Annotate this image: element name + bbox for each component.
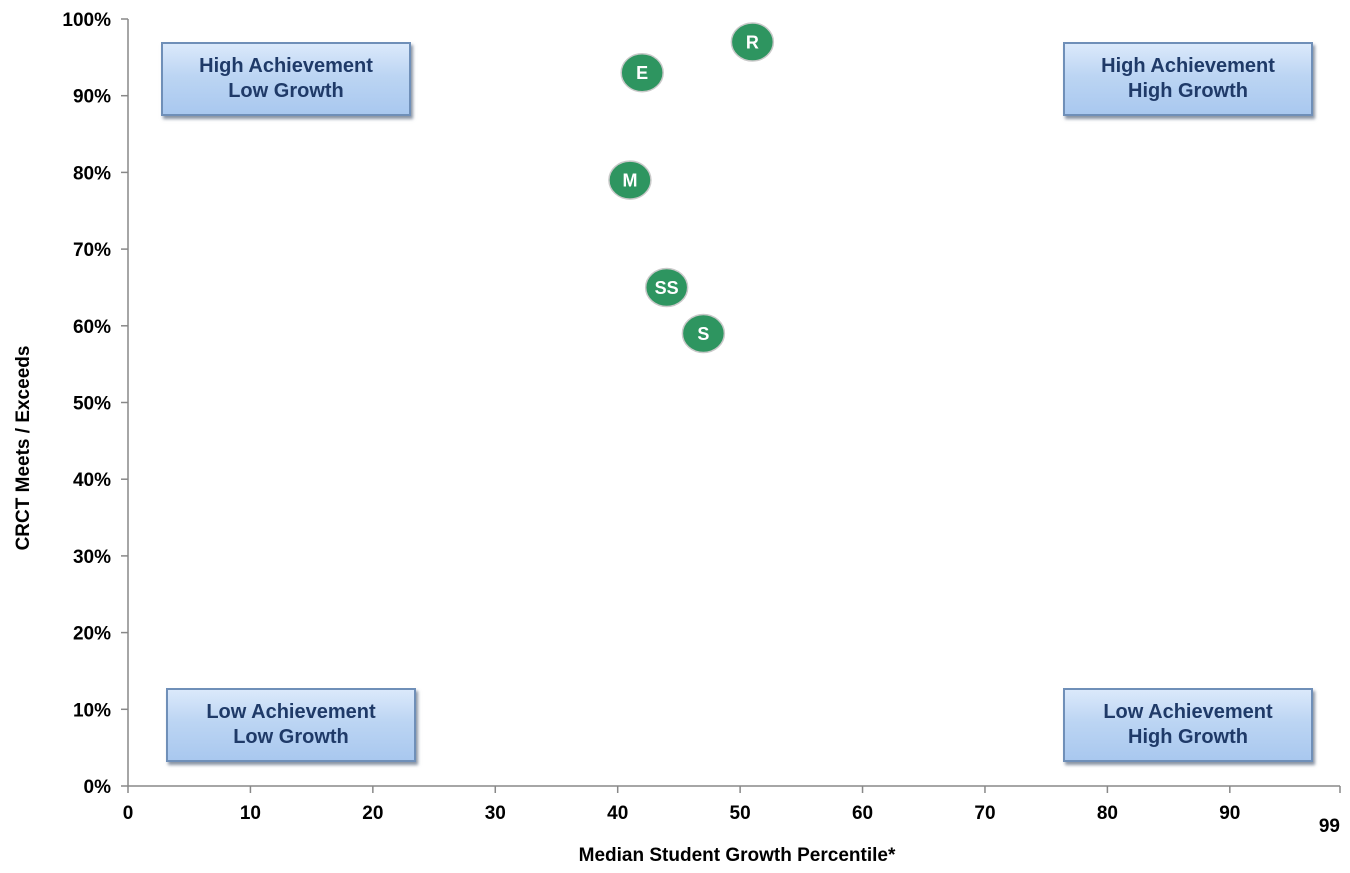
x-tick-label: 90 [1219,803,1240,824]
quadrant-label-line-1: Low Achievement [206,701,376,723]
quadrant-label-line-2: Low Growth [233,726,349,748]
x-tick-label: 50 [730,803,751,824]
quadrant-label-line-1: High Achievement [199,55,373,77]
point-label: S [697,324,709,344]
x-tick-label: 10 [240,803,261,824]
data-point-ss: SS [644,267,689,308]
point-marker [730,22,775,62]
point-marker [620,52,664,93]
x-tick-label: 80 [1097,803,1118,824]
y-tick-label: 60% [73,317,111,338]
y-tick-label: 100% [62,10,111,31]
x-axis-title: Median Student Growth Percentile* [579,845,896,866]
data-point-e: E [620,52,664,93]
x-tick-label: 20 [362,803,383,824]
axes: 0% 10% 20% 30% 40% 50% 60% 70% 80% 90% 100% 0 10 20 30… [62,10,1341,837]
quadrant-label-line-1: High Achievement [1101,55,1275,77]
point-label: R [746,33,759,53]
x-tick-label: 30 [485,803,506,824]
x-tick-label: 70 [974,803,995,824]
y-tick-label: 50% [73,394,111,415]
y-tick-label: 0% [84,777,112,798]
point-marker [608,160,652,200]
quadrant-label-low-achievement-low-growth: Low Achievement Low Growth [166,688,416,762]
y-tick-label: 20% [73,624,111,645]
y-tick-label: 80% [73,163,111,184]
quadrant-label-high-achievement-low-growth: High Achievement Low Growth [161,42,411,116]
x-tick-label: 99 [1319,816,1340,837]
point-marker [644,267,689,308]
point-marker [681,313,726,354]
data-point-s: S [681,313,726,354]
quadrant-label-line-2: High Growth [1128,726,1248,748]
y-tick-label: 10% [73,700,111,721]
y-axis-title: CRCT Meets / Exceeds [13,346,34,551]
data-point-m: M [608,160,652,200]
point-label: E [636,63,648,83]
x-tick-label: 40 [607,803,628,824]
x-tick-label: 0 [123,803,134,824]
y-tick-label: 90% [73,87,111,108]
y-tick-label: 30% [73,547,111,568]
quadrant-label-line-2: Low Growth [228,80,344,102]
y-tick-label: 70% [73,240,111,261]
point-label: SS [655,278,679,298]
x-tick-label: 60 [852,803,873,824]
data-point-r: R [730,22,775,62]
quadrant-label-line-2: High Growth [1128,80,1248,102]
y-tick-label: 40% [73,470,111,491]
quadrant-label-low-achievement-high-growth: Low Achievement High Growth [1063,688,1313,762]
point-label: M [622,171,637,191]
quadrant-label-high-achievement-high-growth: High Achievement High Growth [1063,42,1313,116]
quadrant-label-line-1: Low Achievement [1103,701,1273,723]
